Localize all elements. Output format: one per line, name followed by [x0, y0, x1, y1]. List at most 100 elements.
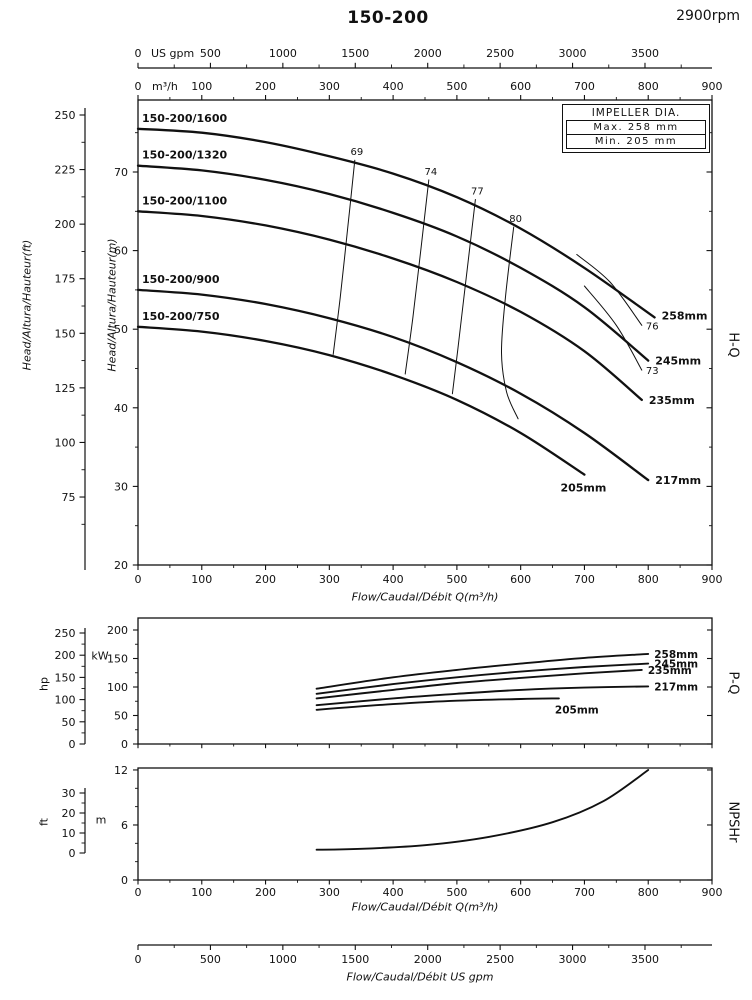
m3h-tick-label: 100 [191, 80, 212, 93]
axis-title-kw: kW [91, 649, 109, 663]
x-tick-label: 0 [135, 886, 142, 899]
m3h-tick-label: 600 [510, 80, 531, 93]
head-ft-tick-label: 75 [62, 491, 76, 504]
hq-curve-258mm [136, 127, 656, 319]
gpm-tick-label: 2000 [414, 953, 442, 966]
impeller-label: 245mm [655, 355, 701, 368]
x-tick-label: 700 [574, 573, 595, 586]
efficiency-line-74 [404, 179, 430, 375]
gpm-tick-label: 3500 [631, 953, 659, 966]
hq-curve-217mm [136, 288, 650, 482]
gpm-tick-label: 1500 [341, 953, 369, 966]
rpm-label: 2900rpm [676, 8, 740, 24]
gpm-tick-label: 1000 [269, 47, 297, 60]
axis-title-hp: hp [37, 677, 51, 691]
hq-curve-235mm [136, 210, 643, 402]
x-tick-label: 100 [191, 573, 212, 586]
model-label: 150-200/900 [142, 273, 220, 286]
impeller-dia-title: IMPELLER DIA. [591, 107, 681, 119]
impeller-min-label: Min. 205 mm [567, 134, 705, 148]
x-tick-label: 400 [383, 886, 404, 899]
impeller-label: 217mm [654, 681, 698, 693]
npsh-m-tick-label: 12 [114, 764, 128, 777]
head-ft-tick-label: 225 [55, 164, 76, 177]
m3h-tick-label: 0 [135, 80, 142, 93]
head-ft-tick-label: 175 [55, 273, 76, 286]
impeller-label: 217mm [655, 474, 701, 487]
impeller-label: 245mm [654, 659, 698, 671]
impeller-label: 258mm [662, 309, 708, 322]
pq-curve-258mm [315, 652, 650, 690]
m3h-tick-label: 900 [702, 80, 723, 93]
gpm-tick-label: 2500 [486, 953, 514, 966]
efficiency-label: 74 [424, 167, 437, 178]
m3h-tick-label: 800 [638, 80, 659, 93]
model-label: 150-200/1320 [142, 149, 227, 162]
x-tick-label: 500 [446, 573, 467, 586]
npsh-ft-tick-label: 30 [62, 787, 76, 800]
pq-curve-235mm [315, 668, 643, 700]
hp-tick-label: 150 [55, 671, 76, 684]
gpm-tick-label: 500 [200, 953, 221, 966]
impeller-label: 205mm [555, 704, 599, 716]
npsh-ft-tick-label: 0 [69, 847, 76, 860]
m3h-tick-label: 300 [319, 80, 340, 93]
axis-title-flow-gpm: Flow/Caudal/Débit US gpm [346, 970, 494, 984]
npsh-m-tick-label: 0 [121, 874, 128, 887]
head-m-tick-label: 30 [114, 480, 128, 493]
model-label: 150-200/1100 [142, 194, 227, 207]
kw-tick-label: 50 [114, 710, 128, 723]
gpm-tick-label: 2500 [486, 47, 514, 60]
x-tick-label: 600 [510, 886, 531, 899]
head-ft-tick-label: 100 [55, 436, 76, 449]
x-tick-label: 800 [638, 886, 659, 899]
x-tick-label: 200 [255, 573, 276, 586]
efficiency-label: 76 [646, 321, 659, 332]
gpm-tick-label: 1500 [341, 47, 369, 60]
impeller-label: 235mm [649, 394, 695, 407]
hq-curve-205mm [136, 325, 586, 476]
axis-title-m: m [95, 813, 107, 827]
gpm-tick-label: 3000 [559, 953, 587, 966]
x-tick-label: 600 [510, 573, 531, 586]
hp-tick-label: 100 [55, 694, 76, 707]
m3h-tick-label: 200 [255, 80, 276, 93]
efficiency-line-69 [332, 159, 356, 355]
m3h-tick-label: 500 [446, 80, 467, 93]
head-m-tick-label: 40 [114, 402, 128, 415]
gpm-tick-label: 1000 [269, 953, 297, 966]
efficiency-label: 80 [509, 214, 522, 225]
kw-tick-label: 0 [121, 738, 128, 751]
section-label-pq: P-Q [725, 671, 741, 695]
impeller-dia-values: Max. 258 mm Min. 205 mm [566, 120, 706, 149]
section-label-npshr: NPSHr [725, 801, 741, 843]
efficiency-line-76 [576, 254, 643, 326]
pq-curve-217mm [315, 685, 650, 707]
m3h-unit-label: m³/h [152, 80, 178, 93]
x-tick-label: 300 [319, 886, 340, 899]
npsh-plot-border [137, 767, 713, 881]
impeller-max-label: Max. 258 mm [593, 122, 679, 133]
x-tick-label: 800 [638, 573, 659, 586]
x-tick-label: 700 [574, 886, 595, 899]
npsh-ft-tick-label: 20 [62, 807, 76, 820]
head-ft-tick-label: 150 [55, 327, 76, 340]
x-tick-label: 100 [191, 886, 212, 899]
page-title: 150-200 [347, 8, 429, 28]
usgpm-unit-label: US gpm [151, 47, 194, 60]
efficiency-line-77 [451, 199, 476, 395]
axis-title-ft: ft [37, 818, 51, 826]
pq-curve-245mm [315, 662, 650, 695]
axis-title-flow-main: Flow/Caudal/Débit Q(m³/h) [351, 590, 499, 604]
model-label: 150-200/750 [142, 310, 220, 323]
efficiency-label: 73 [646, 366, 659, 377]
head-ft-tick-label: 200 [55, 218, 76, 231]
gpm-tick-label: 0 [135, 47, 142, 60]
x-tick-label: 900 [702, 573, 723, 586]
x-tick-label: 0 [135, 573, 142, 586]
axis-title-head-ft: Head/Altura/Hauteur(ft) [20, 239, 34, 371]
head-m-tick-label: 70 [114, 166, 128, 179]
efficiency-line-80 [500, 226, 519, 420]
